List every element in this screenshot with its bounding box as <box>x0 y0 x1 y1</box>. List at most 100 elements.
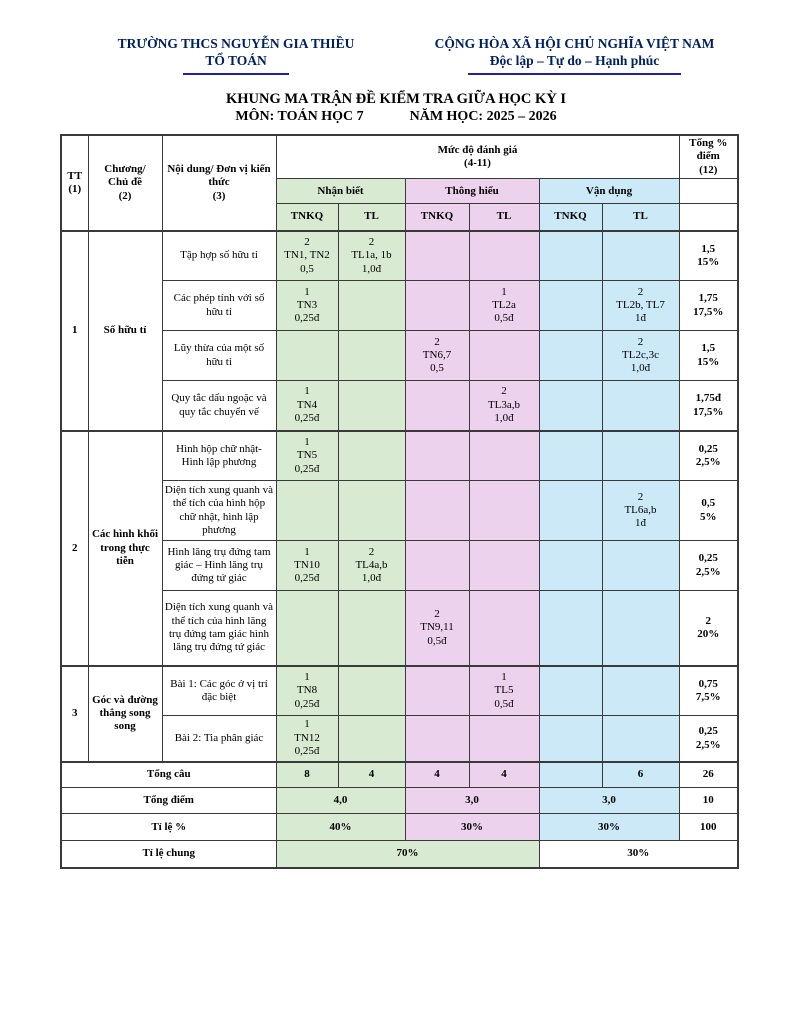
cell-total: 100 <box>678 813 739 842</box>
cell-th-tl <box>468 540 540 592</box>
cell-tt: 2 <box>60 429 89 667</box>
sub-header-vd-tnkq: TNKQ <box>538 203 603 232</box>
cell-nb-tl: 4 <box>337 760 406 789</box>
cell-nb-tnkq <box>275 330 339 382</box>
cell-th-tl <box>468 330 540 382</box>
col-header-chapter: Chương/ Chủ đề (2) <box>87 134 163 232</box>
table-row: Diện tích xung quanh và thể tích của hìn… <box>61 480 739 542</box>
footer-row-percent-overall: Tỉ lệ chung 70% 30% <box>60 840 739 869</box>
cell-total: 1,5 15% <box>678 229 739 282</box>
cell-vd: 3,0 <box>538 787 680 815</box>
sub-header-nb-tnkq: TNKQ <box>275 203 339 232</box>
cell-vd-tl: 6 <box>601 760 680 789</box>
cell-th-tl <box>468 480 540 542</box>
col-header-total: Tổng % điểm (12) <box>678 134 739 180</box>
cell-vd-tnkq <box>538 664 603 717</box>
cell-nb-tl: 2 TL4a,b 1,0đ <box>337 540 406 592</box>
sub-header-nb-tl: TL <box>337 203 406 232</box>
footer-label: Tỉ lệ chung <box>60 840 277 869</box>
letterhead: TRƯỜNG THCS NGUYỄN GIA THIỀU TỔ TOÁN CỘN… <box>60 0 737 75</box>
cell-vd-tnkq <box>538 590 603 667</box>
letterhead-national-block: CỘNG HÒA XÃ HỘI CHỦ NGHĨA VIỆT NAM Độc l… <box>412 36 737 75</box>
cell-topic: Quy tắc dấu ngoặc và quy tắc chuyển vế <box>161 380 277 432</box>
table-row: Diện tích xung quanh và thể tích của hìn… <box>61 590 739 667</box>
cell-th: 3,0 <box>404 787 540 815</box>
cell-topic: Lũy thừa của một số hữu tỉ <box>161 330 277 382</box>
cell-nb-tnkq: 1 TN4 0,25đ <box>275 380 339 432</box>
table-row: Lũy thừa của một số hữu tỉ 2 TN6,7 0,5 2… <box>61 330 739 382</box>
national-motto: Độc lập – Tự do – Hạnh phúc <box>467 53 682 75</box>
cell-topic: Hình lăng trụ đứng tam giác – Hình lăng … <box>161 540 277 592</box>
cell-nb: 4,0 <box>275 787 406 815</box>
table-row: Quy tắc dấu ngoặc và quy tắc chuyển vế 1… <box>61 380 739 432</box>
cell-nb-tl <box>337 380 406 432</box>
cell-vd-tl <box>601 380 680 432</box>
cell-vd-tl <box>601 429 680 482</box>
cell-th-tnkq <box>404 480 470 542</box>
empty-header-cell <box>678 178 739 205</box>
table-row: Các phép tính với số hữu tỉ 1 TN3 0,25đ … <box>61 280 739 332</box>
cell-nb-tnkq <box>275 480 339 542</box>
cell-th-tnkq <box>404 715 470 763</box>
table-row: 2 Các hình khối trong thực tiễn Hình hộp… <box>60 429 739 667</box>
footer-label: Tổng câu <box>60 760 277 789</box>
cell-th-tl: 1 TL2a 0,5đ <box>468 280 540 332</box>
cell-chapter: Số hữu tỉ <box>87 229 163 432</box>
page-title: KHUNG MA TRẬN ĐỀ KIỂM TRA GIỮA HỌC KỲ I <box>225 90 567 107</box>
cell-th: 30% <box>404 813 540 842</box>
cell-th-tl <box>468 229 540 282</box>
cell-topic: Bài 1: Các góc ở vị trí đặc biệt <box>161 664 277 717</box>
cell-vd-tl: 2 TL2b, TL7 1đ <box>601 280 680 332</box>
cell-th-tnkq <box>404 664 470 717</box>
cell-nb-tnkq: 1 TN3 0,25đ <box>275 280 339 332</box>
cell-vd-tnkq <box>538 429 603 482</box>
cell-vd-tnkq <box>538 380 603 432</box>
col-header-level: Mức độ đánh giá (4-11) <box>275 134 680 180</box>
page-subtitle: MÔN: TOÁN HỌC 7 NĂM HỌC: 2025 – 2026 <box>0 109 792 125</box>
col-header-tt: TT (1) <box>60 134 89 232</box>
cell-total: 1,5 15% <box>678 330 739 382</box>
cell-nb-tl <box>337 480 406 542</box>
cell-vd: 30% <box>538 813 680 842</box>
header-row-1: TT (1) Chương/ Chủ đề (2) Nội dung/ Đơn … <box>60 134 739 232</box>
cell-nb-tnkq: 1 TN5 0,25đ <box>275 429 339 482</box>
cell-tt: 1 <box>60 229 89 432</box>
cell-topic: Hình hộp chữ nhật- Hình lập phương <box>161 429 277 482</box>
cell-th-tnkq: 2 TN6,7 0,5 <box>404 330 470 382</box>
cell-nb-tnkq: 1 TN12 0,25đ <box>275 715 339 763</box>
cell-th-tnkq <box>404 229 470 282</box>
cell-nb-th-combined: 70% <box>275 840 540 869</box>
col-header-content: Nội dung/ Đơn vị kiến thức (3) <box>161 134 277 232</box>
sub-header-th-tl: TL <box>468 203 540 232</box>
footer-row-total-questions: Tổng câu 8 4 4 4 6 26 <box>60 760 739 789</box>
header-row-2: Nhận biết Thông hiểu Vận dụng <box>61 178 739 205</box>
cell-vd-tl: 2 TL2c,3c 1,0đ <box>601 330 680 382</box>
cell-total: 2 20% <box>678 590 739 667</box>
header-row-3: TNKQ TL TNKQ TL TNKQ TL <box>61 203 739 232</box>
table-row: Bài 2: Tia phân giác 1 TN12 0,25đ 0,25 2… <box>61 715 739 763</box>
cell-th-tl <box>468 429 540 482</box>
cell-vd-tnkq <box>538 760 603 789</box>
cell-topic: Các phép tính với số hữu tỉ <box>161 280 277 332</box>
cell-vd-tnkq <box>538 715 603 763</box>
cell-vd-tnkq <box>538 330 603 382</box>
cell-nb-tnkq: 2 TN1, TN2 0,5 <box>275 229 339 282</box>
cell-th-tnkq: 2 TN9,11 0,5đ <box>404 590 470 667</box>
cell-th-tl: 4 <box>468 760 540 789</box>
cell-th-tnkq <box>404 380 470 432</box>
cell-th-tl: 1 TL5 0,5đ <box>468 664 540 717</box>
footer-row-total-points: Tổng điểm 4,0 3,0 3,0 10 <box>60 787 739 815</box>
level-header-nhan-biet: Nhận biết <box>275 178 406 205</box>
footer-row-percent: Tỉ lệ % 40% 30% 30% 100 <box>60 813 739 842</box>
cell-nb-tnkq: 1 TN8 0,25đ <box>275 664 339 717</box>
level-header-thong-hieu: Thông hiểu <box>404 178 540 205</box>
school-year-label: NĂM HỌC: 2025 – 2026 <box>409 109 557 125</box>
cell-topic: Diện tích xung quanh và thể tích của hìn… <box>161 480 277 542</box>
cell-th-tnkq: 4 <box>404 760 470 789</box>
cell-nb-tl <box>337 429 406 482</box>
cell-vd-tl <box>601 590 680 667</box>
cell-total: 1,75đ 17,5% <box>678 380 739 432</box>
cell-th-tl: 2 TL3a,b 1,0đ <box>468 380 540 432</box>
cell-nb: 40% <box>275 813 406 842</box>
cell-total: 0,5 5% <box>678 480 739 542</box>
